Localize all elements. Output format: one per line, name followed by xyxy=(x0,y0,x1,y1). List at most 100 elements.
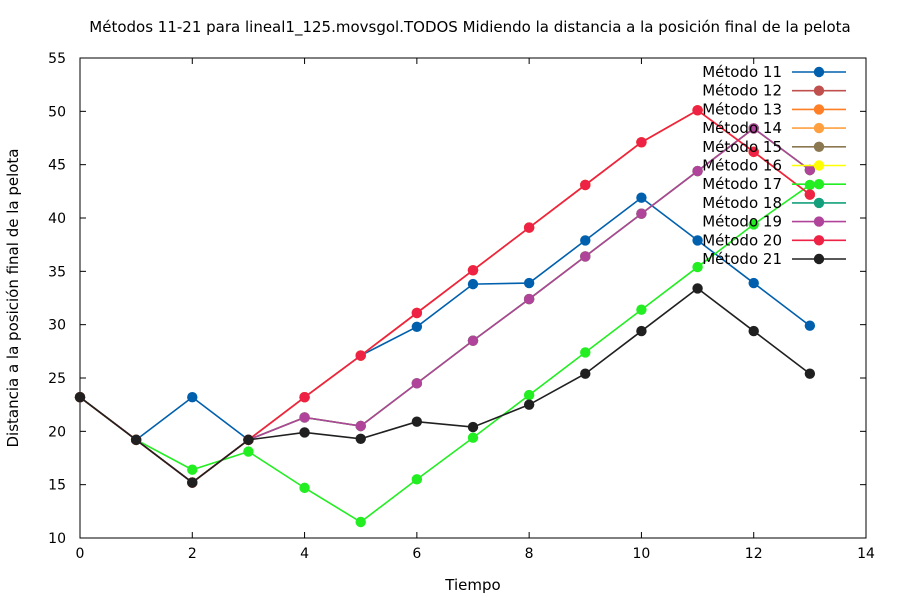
data-point xyxy=(467,335,479,346)
series-line xyxy=(79,184,811,523)
chart-title: Métodos 11-21 para lineal1_125.movsgol.T… xyxy=(89,18,850,37)
legend-marker xyxy=(813,253,825,265)
data-point xyxy=(523,399,535,410)
data-point xyxy=(299,427,310,438)
y-tick-label: 20 xyxy=(48,424,66,440)
series-line xyxy=(79,109,811,484)
x-tick-label: 12 xyxy=(745,546,763,562)
series-method-17 xyxy=(74,179,816,528)
legend-entry: Método 11 xyxy=(702,63,846,81)
legend-entry: Método 21 xyxy=(702,250,846,268)
legend-marker xyxy=(813,104,825,115)
data-point xyxy=(299,482,310,494)
data-point xyxy=(748,325,759,337)
data-point xyxy=(411,321,423,332)
data-point xyxy=(636,208,647,219)
data-point xyxy=(748,123,759,134)
legend-label: Método 17 xyxy=(702,175,782,193)
data-point xyxy=(187,392,198,403)
legend-label: Método 20 xyxy=(702,231,782,249)
data-point xyxy=(580,235,591,246)
legend-marker xyxy=(813,179,825,190)
data-point xyxy=(804,368,816,379)
data-point xyxy=(74,392,86,403)
data-point xyxy=(692,235,703,246)
data-point xyxy=(804,164,816,176)
data-point xyxy=(636,137,647,148)
data-point xyxy=(299,392,310,403)
data-point xyxy=(804,320,816,331)
legend-marker xyxy=(813,235,825,246)
y-tick-label: 55 xyxy=(48,51,66,67)
data-point xyxy=(243,434,254,446)
y-tick-label: 15 xyxy=(48,478,66,494)
series-line xyxy=(79,109,811,484)
data-point xyxy=(355,516,366,528)
y-tick-label: 45 xyxy=(48,158,66,174)
data-point xyxy=(467,432,479,443)
data-point xyxy=(187,477,198,488)
series-line xyxy=(79,109,811,484)
data-point xyxy=(636,192,647,203)
data-point xyxy=(130,434,142,446)
data-point xyxy=(411,474,423,485)
legend-marker xyxy=(813,122,825,134)
data-point xyxy=(580,368,591,379)
x-tick-label: 4 xyxy=(300,546,309,562)
legend-marker xyxy=(813,66,825,78)
y-tick-label: 50 xyxy=(48,104,66,120)
legend-entry: Método 17 xyxy=(702,175,846,193)
data-point xyxy=(692,261,703,273)
series-method-21 xyxy=(74,283,816,488)
data-point xyxy=(411,416,423,427)
x-tick-label: 14 xyxy=(857,546,875,562)
x-tick-label: 6 xyxy=(412,546,421,562)
data-point xyxy=(187,464,198,475)
legend-marker xyxy=(813,216,825,227)
data-point xyxy=(804,189,816,200)
data-point xyxy=(580,251,591,262)
data-point xyxy=(636,304,647,315)
x-tick-label: 10 xyxy=(633,546,651,562)
data-point xyxy=(692,283,703,294)
legend-entry: Método 15 xyxy=(702,138,846,156)
data-point xyxy=(411,307,423,319)
legend-marker xyxy=(813,85,825,96)
data-point xyxy=(580,179,591,191)
data-point xyxy=(411,378,423,389)
data-point xyxy=(748,277,759,289)
y-tick-label: 35 xyxy=(48,264,66,280)
legend-label: Método 13 xyxy=(702,100,782,118)
y-tick-label: 25 xyxy=(48,371,66,387)
data-point xyxy=(523,293,535,305)
series-layer xyxy=(74,105,816,528)
legend-entry: Método 16 xyxy=(702,157,846,175)
axis-ticks: 0 2 4 6 8 10 12 14 10 15 20 25 30 35 40 45 50 55 xyxy=(48,51,875,562)
legend-entry: Método 13 xyxy=(702,100,846,118)
legend-marker xyxy=(813,197,825,209)
legend-entry: Método 14 xyxy=(702,119,846,137)
series-line xyxy=(79,287,811,484)
data-point xyxy=(748,146,759,158)
legend-entry: Método 18 xyxy=(702,194,846,212)
data-point xyxy=(692,165,703,177)
x-tick-label: 2 xyxy=(188,546,197,562)
x-tick-label: 0 xyxy=(76,546,85,562)
series-line xyxy=(79,109,811,484)
legend-label: Método 12 xyxy=(702,82,782,100)
data-point xyxy=(523,277,535,289)
y-axis-label: Distancia a la posición final de la pelo… xyxy=(4,148,22,447)
legend-entry: Método 20 xyxy=(702,231,846,249)
data-point xyxy=(467,278,479,290)
y-tick-label: 30 xyxy=(48,318,66,334)
series-line xyxy=(79,196,811,441)
legend-label: Método 21 xyxy=(702,250,782,268)
data-point xyxy=(523,222,535,233)
data-point xyxy=(355,420,366,432)
data-point xyxy=(355,350,366,361)
x-tick-label: 8 xyxy=(525,546,534,562)
legend-label: Método 18 xyxy=(702,194,782,212)
legend-label: Método 14 xyxy=(702,119,782,137)
legend-label: Método 16 xyxy=(702,157,782,175)
